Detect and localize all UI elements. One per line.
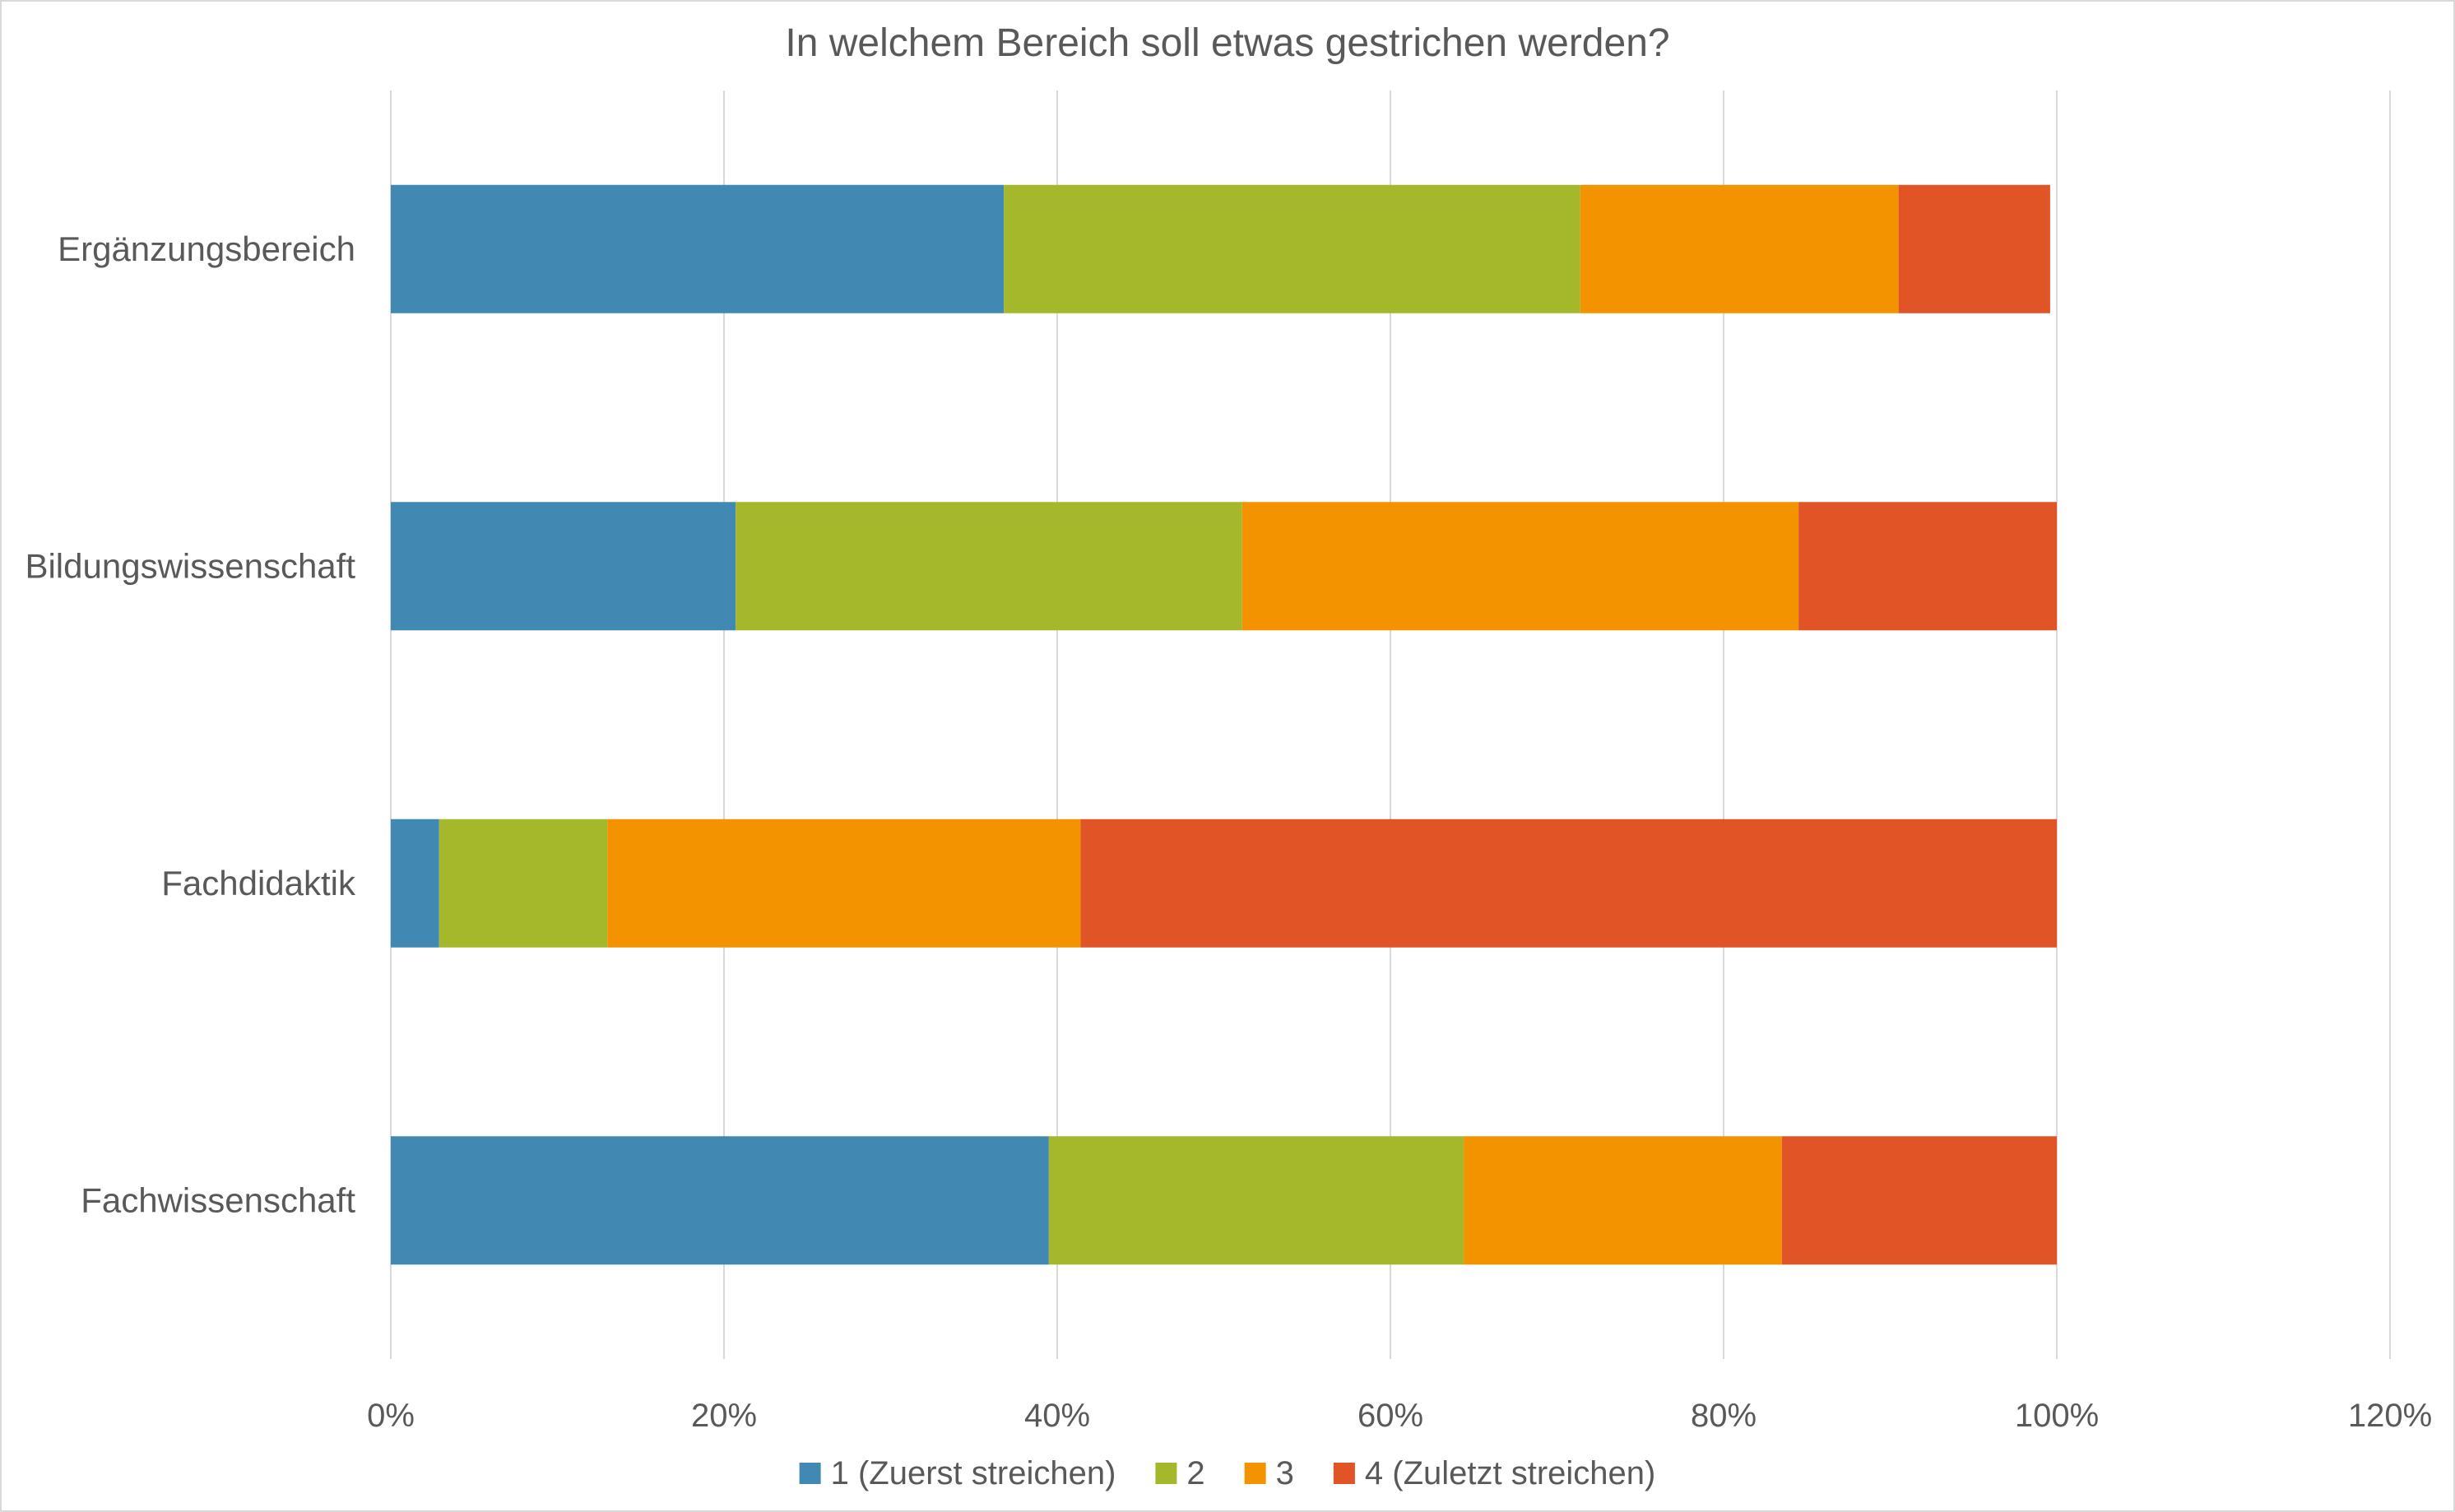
x-tick-label: 0% <box>367 1398 415 1434</box>
legend-swatch <box>1244 1463 1266 1484</box>
bar-segment <box>439 819 608 948</box>
bar-segment <box>391 502 736 631</box>
bar-segment <box>1898 184 2050 313</box>
bar-segment <box>1004 184 1580 313</box>
category-label: Fachdidaktik <box>161 864 356 902</box>
bar-segment <box>1241 502 1799 631</box>
legend-item: 3 <box>1244 1455 1294 1491</box>
bar-segment <box>1781 1136 2057 1265</box>
legend-swatch <box>1155 1463 1177 1484</box>
legend-item: 2 <box>1155 1455 1205 1491</box>
x-tick-label: 100% <box>2015 1398 2099 1434</box>
legend-item: 1 (Zuerst streichen) <box>799 1455 1116 1491</box>
bar-segment <box>607 819 1081 948</box>
category-label: Bildungswissenschaft <box>25 546 355 585</box>
x-tick-label: 80% <box>1691 1398 1757 1434</box>
x-tick-label: 120% <box>2348 1398 2432 1434</box>
legend: 1 (Zuerst streichen) 2 3 4 (Zuletzt streich… <box>799 1455 1655 1491</box>
bar-segment <box>1080 819 2057 948</box>
legend-label: 2 <box>1186 1455 1204 1491</box>
x-axis-tick-labels: 0% 20% 40% 60% 80% 100% 120% <box>367 1398 2432 1434</box>
category-labels: Ergänzungsbereich Bildungswissenschaft Fac… <box>25 230 356 1220</box>
legend-label: 4 (Zuletzt streichen) <box>1365 1455 1655 1491</box>
bar-segment <box>1580 184 1899 313</box>
bar-segment <box>1798 502 2057 631</box>
category-label: Fachwissenschaft <box>81 1180 355 1219</box>
category-label: Ergänzungsbereich <box>58 230 355 268</box>
bar-segment <box>1048 1136 1464 1265</box>
bar-segment <box>1464 1136 1782 1265</box>
legend-swatch <box>1333 1463 1355 1484</box>
x-tick-label: 20% <box>691 1398 757 1434</box>
bar-segment <box>391 819 439 948</box>
x-tick-label: 60% <box>1357 1398 1423 1434</box>
bar-segment <box>736 502 1242 631</box>
chart-title: In welchem Bereich soll etwas gestrichen… <box>785 21 1669 65</box>
legend-item: 4 (Zuletzt streichen) <box>1333 1455 1655 1491</box>
x-tick-label: 40% <box>1024 1398 1090 1434</box>
legend-swatch <box>799 1463 821 1484</box>
bar-segment <box>391 184 1005 313</box>
legend-label: 1 (Zuerst streichen) <box>831 1455 1116 1491</box>
bar-segment <box>391 1136 1049 1265</box>
legend-label: 3 <box>1276 1455 1294 1491</box>
bars <box>391 184 2057 1265</box>
